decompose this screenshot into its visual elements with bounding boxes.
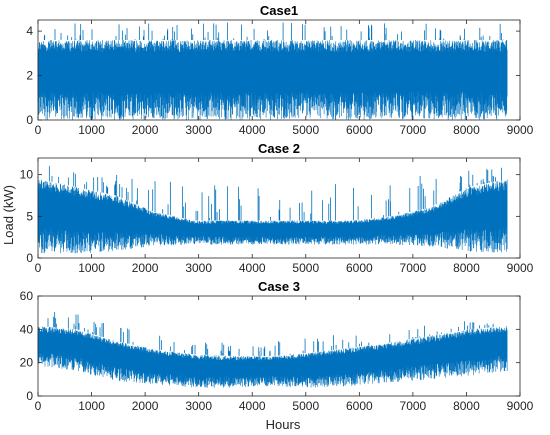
chart-title: Case1 — [260, 3, 298, 18]
x-tick-label: 2000 — [132, 399, 159, 413]
x-tick-label: 6000 — [346, 261, 373, 275]
x-tick-label: 0 — [35, 123, 42, 137]
series-line — [37, 326, 508, 388]
panel-case3: Case 3 0 1000 2000 3000 4000 5000 6000 7000 8000 9… — [20, 279, 534, 413]
panel-case1: Case1 0 1000 2000 3000 4000 5000 6000 7000 8000 90… — [26, 3, 533, 137]
axes-box — [37, 19, 521, 121]
y-tick-label: 4 — [26, 24, 33, 38]
x-tick-label: 5000 — [292, 399, 319, 413]
y-tick-label: 10 — [20, 168, 34, 182]
axes-box — [37, 157, 521, 259]
x-tick-label: 4000 — [239, 399, 266, 413]
x-tick-label: 0 — [35, 399, 42, 413]
x-tick-label: 9000 — [507, 261, 534, 275]
y-tick-label: 40 — [20, 322, 34, 336]
chart-title: Case 3 — [258, 279, 300, 294]
series-peaks — [47, 311, 508, 356]
x-axis-label: Hours — [266, 417, 301, 432]
chart-title: Case 2 — [258, 141, 300, 156]
y-axis-label: Load (kW) — [1, 185, 16, 245]
x-tick-label: 4000 — [239, 123, 266, 137]
x-tick-label: 6000 — [346, 123, 373, 137]
y-tick-label: 0 — [26, 389, 33, 403]
series-line — [37, 179, 508, 254]
x-tick-label: 4000 — [239, 261, 266, 275]
x-tick-label: 7000 — [400, 261, 427, 275]
x-tick-label: 0 — [35, 261, 42, 275]
series-peaks — [43, 22, 504, 40]
panel-case2: Case 2 0 1000 2000 3000 4000 5000 6000 7000 8000 9… — [20, 141, 534, 275]
x-tick-label: 9000 — [507, 399, 534, 413]
x-tick-label: 8000 — [453, 399, 480, 413]
x-tick-label: 5000 — [292, 123, 319, 137]
x-tick-label: 1000 — [78, 399, 105, 413]
x-tick-label: 1000 — [78, 261, 105, 275]
y-tick-label: 20 — [20, 356, 34, 370]
y-tick-label: 2 — [26, 69, 33, 83]
x-tick-label: 5000 — [292, 261, 319, 275]
x-tick-label: 2000 — [132, 123, 159, 137]
x-tick-label: 9000 — [507, 123, 534, 137]
x-tick-label: 7000 — [400, 399, 427, 413]
y-tick-label: 0 — [26, 251, 33, 265]
x-tick-label: 8000 — [453, 261, 480, 275]
y-tick-label: 0 — [26, 113, 33, 127]
x-tick-label: 1000 — [78, 123, 105, 137]
x-tick-label: 7000 — [400, 123, 427, 137]
x-tick-label: 2000 — [132, 261, 159, 275]
x-tick-label: 6000 — [346, 399, 373, 413]
y-tick-label: 5 — [26, 209, 33, 223]
x-tick-label: 8000 — [453, 123, 480, 137]
x-tick-label: 3000 — [185, 399, 212, 413]
x-tick-label: 3000 — [185, 123, 212, 137]
y-tick-label: 60 — [20, 289, 34, 303]
axes-box — [37, 295, 521, 397]
series-line — [37, 40, 508, 120]
x-tick-label: 3000 — [185, 261, 212, 275]
